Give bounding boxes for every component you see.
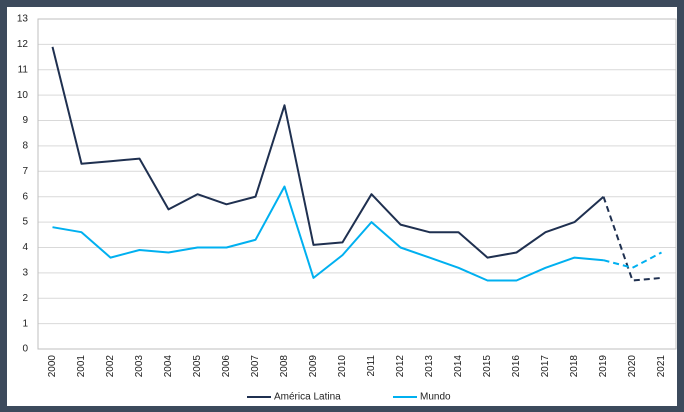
x-tick-label: 2006: [221, 355, 232, 378]
x-tick-label: 2012: [395, 355, 406, 378]
y-tick-label: 4: [22, 242, 28, 253]
x-tick-label: 2015: [482, 355, 493, 378]
y-tick-label: 3: [22, 267, 28, 278]
x-tick-label: 2003: [134, 355, 145, 378]
y-tick-label: 13: [17, 14, 29, 25]
y-tick-label: 5: [22, 217, 28, 228]
x-tick-label: 2019: [598, 355, 609, 378]
x-tick-label: 2007: [250, 355, 261, 378]
x-tick-label: 2020: [627, 355, 638, 378]
x-tick-label: 2014: [453, 355, 464, 378]
y-tick-label: 1: [22, 318, 28, 329]
x-tick-label: 2016: [511, 355, 522, 378]
y-tick-label: 6: [22, 191, 28, 202]
legend-label: América Latina: [274, 392, 341, 403]
line: [51, 46, 605, 259]
x-tick-label: 2009: [308, 355, 319, 378]
y-tick-label: 10: [17, 90, 29, 101]
y-tick-label: 0: [22, 344, 28, 355]
y-tick-label: 7: [22, 166, 28, 177]
x-tick-label: 2005: [192, 355, 203, 378]
x-tick-label: 2001: [76, 355, 87, 378]
x-tick-label: 2008: [279, 355, 290, 378]
x-tick-label: 2000: [47, 355, 58, 378]
chart-area: [7, 7, 677, 406]
x-tick-label: 2013: [424, 355, 435, 378]
x-tick-label: 2017: [540, 355, 551, 378]
x-tick-label: 2018: [569, 355, 580, 378]
y-tick-label: 8: [22, 141, 28, 152]
line: [52, 185, 604, 282]
y-tick-label: 12: [17, 39, 29, 50]
legend-label: Mundo: [420, 392, 451, 403]
x-tick-label: 2004: [163, 355, 174, 378]
x-tick-label: 2010: [337, 355, 348, 378]
x-tick-label: 2002: [105, 355, 116, 378]
x-tick-label: 2021: [656, 355, 667, 378]
projected-line: [603, 251, 662, 269]
y-tick-label: 11: [18, 64, 29, 75]
y-tick-label: 9: [22, 115, 28, 126]
plot-border: [37, 18, 677, 350]
x-tick-label: 2011: [366, 355, 377, 377]
y-tick-label: 2: [22, 293, 28, 304]
